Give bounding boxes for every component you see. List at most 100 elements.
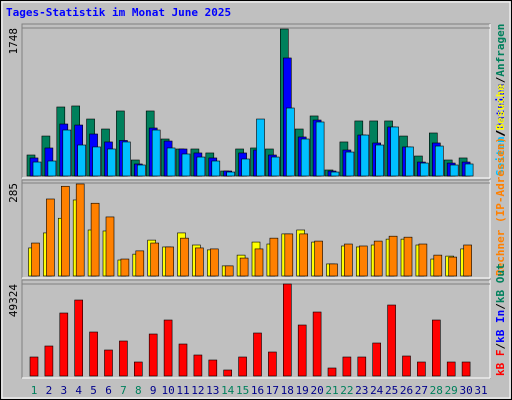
legend-separator: / (494, 130, 507, 137)
bar (390, 126, 399, 177)
bar (59, 312, 69, 377)
x-tick-label: 10 (161, 384, 174, 397)
x-tick-label: 1 (31, 384, 38, 397)
bar (180, 237, 189, 277)
y-tick-label: 1748 (7, 28, 20, 55)
bar (195, 247, 204, 277)
legend: kB F/kB In/kB Out (494, 263, 507, 376)
bar (463, 244, 472, 277)
legend-entry: kB In (494, 310, 507, 343)
bar (150, 242, 159, 277)
bar (60, 185, 70, 277)
bar (239, 257, 249, 277)
bar (148, 333, 158, 377)
bar (284, 233, 294, 277)
bar (446, 361, 456, 377)
bar (345, 151, 355, 177)
bar (163, 319, 173, 377)
bar (223, 369, 232, 377)
x-tick-label: 8 (135, 384, 142, 397)
bar (90, 202, 100, 277)
legend-entry: Seiten (494, 136, 507, 176)
bar (32, 161, 42, 177)
bar (210, 248, 219, 277)
x-tick-label: 15 (236, 384, 249, 397)
bar (92, 146, 101, 177)
bar (360, 134, 370, 177)
bar (402, 355, 411, 377)
bar (417, 361, 426, 377)
legend-entry: Besuche (494, 84, 507, 131)
bar (77, 144, 86, 177)
bar (105, 216, 115, 277)
y-tick-label: 49324 (7, 284, 20, 317)
bar (46, 198, 55, 277)
bar (89, 331, 98, 377)
chart-title: Tages-Statistik im Monat June 2025 (6, 6, 231, 19)
bar (211, 160, 221, 177)
x-tick-label: 7 (120, 384, 127, 397)
bar (299, 233, 309, 277)
bar (134, 361, 143, 377)
x-tick-label: 20 (310, 384, 323, 397)
bar (388, 235, 398, 277)
bar (403, 236, 413, 277)
bar (330, 171, 340, 177)
bar (135, 250, 145, 277)
bar (269, 237, 279, 277)
bar (434, 145, 444, 177)
bar (387, 304, 396, 377)
bar (193, 354, 203, 377)
legend-entry: kB F (494, 350, 507, 377)
bar (300, 138, 310, 177)
bar (372, 342, 382, 377)
legend-entry: Dateien (494, 83, 507, 129)
legend-entry: Anfragen (494, 24, 507, 77)
legend-separator: / (494, 343, 507, 350)
bar (224, 265, 234, 277)
bar (344, 243, 353, 277)
bar (315, 121, 325, 177)
x-tick-label: 26 (400, 384, 413, 397)
x-tick-label: 12 (191, 384, 204, 397)
bar (241, 158, 250, 177)
x-tick-label: 18 (281, 384, 294, 397)
bar (420, 162, 429, 177)
bar (253, 332, 262, 377)
x-tick-label: 5 (90, 384, 97, 397)
x-tick-label: 31 (474, 384, 487, 397)
bar (418, 243, 428, 277)
bar (47, 160, 57, 177)
bar (165, 246, 174, 277)
bar (329, 263, 338, 277)
bar (119, 340, 128, 377)
x-tick-label: 27 (415, 384, 428, 397)
bar (373, 240, 383, 277)
x-tick-label: 29 (445, 384, 458, 397)
x-tick-label: 22 (340, 384, 353, 397)
bar (357, 356, 367, 377)
x-tick-label: 24 (370, 384, 384, 397)
bar (358, 245, 368, 277)
bar (44, 345, 54, 377)
bar (226, 171, 235, 177)
legend-separator: / (494, 129, 507, 136)
x-tick-label: 25 (385, 384, 398, 397)
bar (461, 361, 471, 377)
bar (74, 299, 83, 377)
legend-entry: Rechner (IP-Adressen) (494, 137, 507, 276)
bar (62, 129, 72, 177)
legend-entry: kB Out (494, 263, 507, 303)
bar (271, 156, 280, 177)
x-tick-label: 11 (176, 384, 189, 397)
bar (151, 129, 161, 177)
x-tick-label: 28 (430, 384, 443, 397)
bar (75, 183, 85, 277)
y-tick-label: 285 (7, 183, 20, 203)
bar (166, 147, 176, 177)
bar (327, 367, 337, 377)
bar (178, 343, 188, 377)
x-tick-label: 17 (266, 384, 279, 397)
bar (282, 283, 292, 377)
